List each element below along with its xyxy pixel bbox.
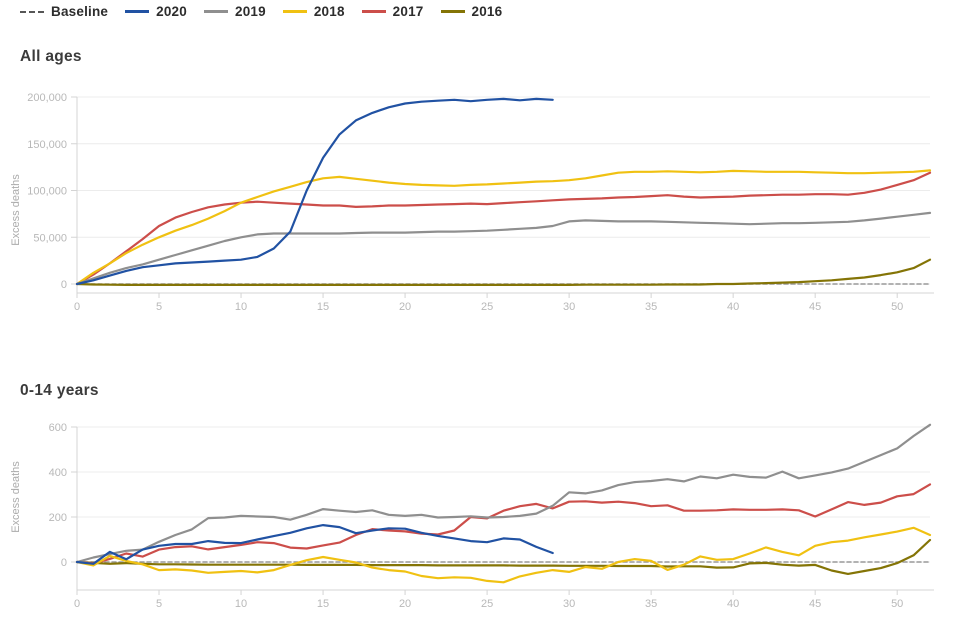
x-tick-label: 5: [156, 598, 162, 610]
series-2017-line: [75, 171, 932, 286]
x-tick-label: 0: [74, 598, 80, 610]
x-tick-label: 50: [891, 301, 903, 313]
x-tick-label: 15: [317, 598, 329, 610]
legend-swatch-2019: [203, 10, 228, 13]
legend-swatch-baseline: [20, 10, 44, 13]
x-tick-label: 30: [563, 301, 575, 313]
x-tick-label: 25: [481, 301, 493, 313]
y-tick-label: 100,000: [27, 186, 67, 198]
series-2019-line: [75, 423, 932, 564]
legend-swatch-2016: [440, 10, 465, 13]
legend-label: Baseline: [51, 4, 109, 19]
legend-label: 2020: [156, 4, 187, 19]
legend-item-2017: 2017: [361, 4, 424, 19]
chart-legend: Baseline 2020 2019 2018 2017 2016: [20, 4, 519, 19]
series-2017-line: [75, 483, 932, 565]
legend-item-2019: 2019: [203, 4, 266, 19]
x-tick-label: 40: [727, 301, 739, 313]
x-tick-label: 20: [399, 301, 411, 313]
x-tick-label: 15: [317, 301, 329, 313]
legend-swatch-2017: [361, 10, 386, 13]
series-2020-line: [75, 97, 554, 286]
legend-label: 2016: [471, 4, 503, 19]
chart-title-all-ages: All ages: [20, 48, 82, 65]
series-2019-line: [75, 211, 932, 286]
y-tick-label: 200: [49, 512, 67, 524]
x-tick-label: 45: [809, 301, 821, 313]
legend-item-2018: 2018: [282, 4, 345, 19]
x-tick-label: 20: [399, 598, 411, 610]
x-tick-label: 30: [563, 598, 575, 610]
y-tick-label: 400: [49, 467, 67, 479]
x-tick-label: 35: [645, 301, 657, 313]
series-2018-line: [75, 169, 932, 286]
x-tick-label: 50: [891, 598, 903, 610]
y-tick-label: 0: [61, 557, 67, 569]
x-tick-label: 5: [156, 301, 162, 313]
x-tick-label: 0: [74, 301, 80, 313]
legend-item-baseline: Baseline: [20, 4, 108, 19]
y-tick-label: 0: [61, 279, 67, 291]
x-tick-label: 35: [645, 598, 657, 610]
x-tick-label: 10: [235, 301, 247, 313]
series-2020-line: [75, 523, 554, 565]
x-tick-label: 45: [809, 598, 821, 610]
legend-label: 2019: [234, 4, 266, 19]
y-tick-label: 150,000: [27, 139, 67, 151]
y-tick-label: 50,000: [33, 232, 67, 244]
series-2016-line: [75, 258, 932, 286]
x-tick-label: 25: [481, 598, 493, 610]
legend-swatch-2018: [282, 10, 307, 13]
legend-label: 2017: [392, 4, 424, 19]
y-tick-label: 600: [49, 422, 67, 434]
legend-item-2016: 2016: [440, 4, 503, 19]
y-tick-label: 200,000: [27, 92, 67, 104]
series-2016-line: [75, 538, 932, 576]
chart-title-0-14-years: 0-14 years: [20, 382, 99, 399]
legend-item-2020: 2020: [125, 4, 187, 19]
legend-label: 2018: [313, 4, 345, 19]
x-tick-label: 10: [235, 598, 247, 610]
legend-swatch-2020: [125, 10, 150, 13]
x-tick-label: 40: [727, 598, 739, 610]
series-2018-line: [75, 526, 932, 584]
